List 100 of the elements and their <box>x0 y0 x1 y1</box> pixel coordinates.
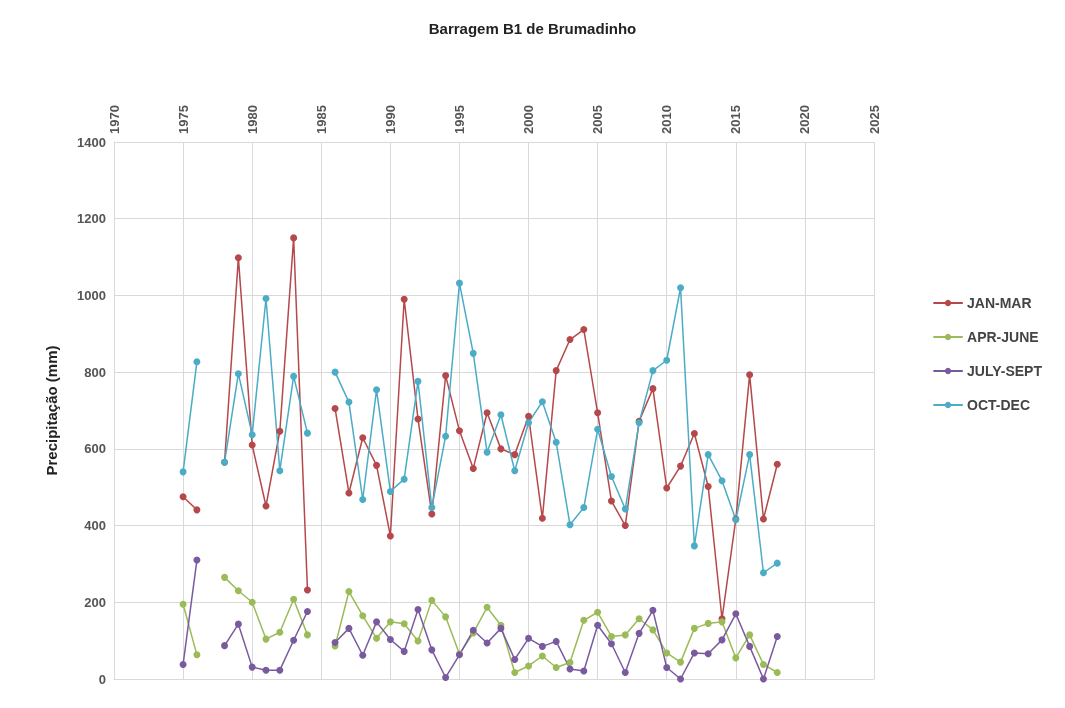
point <box>303 429 311 437</box>
point <box>221 573 229 581</box>
point <box>773 460 781 468</box>
point <box>276 628 284 636</box>
point <box>414 377 422 385</box>
point <box>552 663 560 671</box>
point <box>373 634 381 642</box>
point <box>538 652 546 660</box>
point <box>179 468 187 476</box>
point <box>621 631 629 639</box>
point <box>746 451 754 459</box>
point <box>704 650 712 658</box>
point <box>759 569 767 577</box>
point <box>525 419 533 427</box>
point <box>345 588 353 596</box>
point <box>386 635 394 643</box>
point <box>497 411 505 419</box>
point <box>773 632 781 640</box>
point <box>580 326 588 334</box>
x-tick-label: 2000 <box>521 105 537 134</box>
point <box>400 475 408 483</box>
x-tick-label: 2025 <box>866 105 882 134</box>
point <box>469 464 477 472</box>
point <box>677 462 685 470</box>
point <box>248 431 256 439</box>
point <box>594 425 602 433</box>
point <box>663 649 671 657</box>
point <box>663 356 671 364</box>
point <box>386 532 394 540</box>
point <box>732 610 740 618</box>
point <box>511 467 519 475</box>
point <box>469 349 477 357</box>
point <box>690 430 698 438</box>
x-tick-label: 1970 <box>106 105 122 134</box>
point <box>677 658 685 666</box>
point <box>276 427 284 435</box>
point <box>607 632 615 640</box>
point <box>290 372 298 380</box>
point <box>234 254 242 262</box>
y-tick-label: 200 <box>84 594 106 610</box>
point <box>386 487 394 495</box>
point <box>580 504 588 512</box>
legend-label: JAN-MAR <box>967 295 1032 311</box>
y-tick-label: 400 <box>84 518 106 534</box>
point <box>690 649 698 657</box>
x-tick-label: 2005 <box>590 105 606 134</box>
legend-label: JULY-SEPT <box>967 363 1043 379</box>
point <box>594 608 602 616</box>
point <box>773 559 781 567</box>
point <box>552 637 560 645</box>
point <box>621 668 629 676</box>
point <box>759 675 767 683</box>
y-tick-label: 1200 <box>77 211 106 227</box>
point <box>525 412 533 420</box>
x-tick-label: 1995 <box>451 105 467 134</box>
point <box>538 514 546 522</box>
point <box>193 506 201 514</box>
point <box>566 521 574 529</box>
point <box>373 461 381 469</box>
point <box>373 386 381 394</box>
point <box>718 477 726 485</box>
point <box>746 371 754 379</box>
chart-title: Barragem B1 de Brumadinho <box>428 20 637 37</box>
point <box>580 616 588 624</box>
point <box>455 279 463 287</box>
point <box>359 495 367 503</box>
point <box>759 660 767 668</box>
point <box>234 370 242 378</box>
point <box>677 675 685 683</box>
point <box>511 668 519 676</box>
point <box>428 510 436 518</box>
point <box>663 663 671 671</box>
point <box>483 603 491 611</box>
x-tick-label: 1990 <box>382 105 398 134</box>
point <box>607 640 615 648</box>
point <box>234 620 242 628</box>
point <box>483 448 491 456</box>
point <box>635 629 643 637</box>
point <box>649 385 657 393</box>
point <box>400 620 408 628</box>
point <box>290 636 298 644</box>
point <box>331 368 339 376</box>
point <box>442 613 450 621</box>
point <box>704 619 712 627</box>
point <box>303 586 311 594</box>
point <box>442 432 450 440</box>
y-tick-label: 1000 <box>77 287 106 303</box>
point <box>276 467 284 475</box>
point <box>221 642 229 650</box>
point <box>621 522 629 530</box>
point <box>303 631 311 639</box>
point <box>193 358 201 366</box>
point <box>607 472 615 480</box>
point <box>248 441 256 449</box>
legend-label: OCT-DEC <box>967 397 1031 413</box>
point <box>386 618 394 626</box>
point <box>566 659 574 666</box>
point <box>248 598 256 606</box>
point <box>428 504 436 512</box>
point <box>234 587 242 595</box>
